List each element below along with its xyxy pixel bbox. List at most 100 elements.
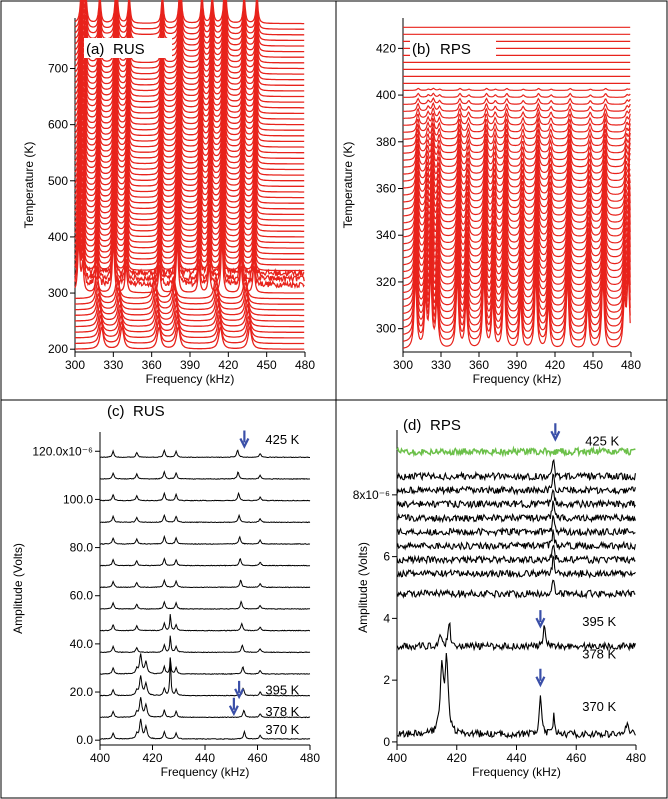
rus-trace — [74, 313, 305, 339]
rus-spectra — [99, 448, 311, 740]
rus-spectrum-trace — [99, 600, 311, 610]
rps-trace — [402, 241, 631, 307]
y-tick-label: 400 — [48, 230, 68, 244]
x-tick-label: 420 — [447, 751, 467, 765]
rps-trace — [402, 231, 631, 294]
rps-spectrum-trace — [396, 544, 636, 565]
panel-title: RUS — [133, 403, 165, 420]
x-tick-label: 450 — [583, 358, 603, 372]
rps-trace — [402, 196, 631, 245]
rus-trace — [75, 279, 305, 305]
rps-spectrum-trace — [396, 529, 636, 552]
rps-trace — [402, 162, 631, 196]
rps-trace — [402, 246, 631, 314]
rps-spectrum-trace — [396, 554, 636, 579]
rus-trace — [74, 51, 305, 109]
rus-trace — [74, 0, 305, 25]
arrow-icon — [535, 610, 546, 629]
x-tick-label: 300 — [65, 358, 85, 372]
panel-title: RUS — [113, 41, 145, 58]
x-tick-label: 390 — [180, 358, 200, 372]
arrow-icon — [550, 423, 561, 442]
rps-trace — [403, 137, 631, 161]
x-axis-label: Frequency (kHz) — [472, 765, 561, 779]
rps-spectrum-trace — [396, 515, 636, 538]
rus-spectrum-trace — [99, 470, 311, 480]
panel-label: (d) — [403, 417, 421, 434]
temperature-annotation: 395 K — [582, 614, 616, 629]
y-tick-label: 60.0 — [70, 589, 94, 603]
y-tick-label: 300 — [48, 286, 68, 300]
rps-trace — [403, 101, 631, 112]
panel-title: RPS — [430, 417, 461, 434]
x-tick-label: 400 — [387, 751, 407, 765]
rps-trace — [403, 125, 631, 147]
x-tick-label: 400 — [90, 751, 110, 765]
rps-trace — [402, 177, 631, 217]
rps-trace — [402, 227, 631, 287]
rus-spectrum-trace — [99, 614, 311, 632]
y-tick-label: 200 — [48, 342, 68, 356]
rps-trace — [402, 269, 631, 342]
panel-label: (c) — [107, 403, 125, 420]
rus-spectrum-trace — [99, 653, 311, 675]
rps-trace — [403, 142, 631, 168]
x-tick-label: 420 — [142, 751, 162, 765]
rps-trace — [402, 252, 631, 321]
x-tick-label: 480 — [295, 358, 315, 372]
rus-spectrum-trace — [99, 697, 311, 719]
rus-trace — [75, 301, 305, 328]
rps-trace — [402, 212, 631, 266]
y-tick-label: 0.0 — [76, 733, 93, 747]
rus-trace — [75, 307, 305, 333]
y-tick-label: 300 — [376, 322, 396, 336]
rus-spectrum-trace — [99, 534, 311, 545]
rps-trace — [402, 92, 631, 98]
rus-spectrum-trace — [99, 557, 311, 567]
rps-spectrum-trace — [396, 621, 636, 652]
rus-trace — [74, 58, 305, 115]
y-tick-label: 380 — [376, 135, 396, 149]
rus-spectrum-trace — [100, 448, 310, 459]
rus-spectrum-trace — [99, 658, 310, 697]
axes: 300 330 360 390 420 450 480 300 320 340 360 380 400 4… — [341, 18, 641, 386]
arrow-icon — [228, 697, 239, 717]
rus-trace — [75, 324, 305, 350]
y-tick-label: 400 — [376, 88, 396, 102]
y-tick-label: 6 — [383, 550, 390, 564]
x-tick-label: 480 — [626, 751, 646, 765]
rps-trace — [402, 208, 631, 259]
rus-trace — [74, 12, 305, 70]
rus-trace — [75, 274, 305, 300]
temperature-annotation: 378 K — [582, 647, 616, 662]
panel-d: 400 420 440 460 480 0 2 4 6 8x10⁻⁶ Frequency (kHz)… — [353, 417, 647, 779]
rps-trace — [403, 173, 631, 210]
rus-trace — [75, 296, 305, 322]
y-tick-label: 40.0 — [70, 637, 94, 651]
x-tick-label: 300 — [393, 358, 413, 372]
rps-trace — [402, 182, 631, 224]
label-bg — [410, 38, 496, 58]
temperature-annotation: 425 K — [585, 433, 619, 448]
rps-spectrum-trace — [396, 473, 636, 496]
rps-traces — [402, 26, 631, 349]
panel-a: 300 330 360 390 420 450 480 200 300 400 500 600 700 F… — [22, 0, 315, 386]
rps-spectrum-trace — [396, 500, 636, 524]
rps-trace — [403, 87, 631, 92]
y-tick-label: 80.0 — [70, 541, 94, 555]
rps-trace — [402, 191, 631, 238]
rus-trace — [74, 18, 305, 75]
x-tick-label: 330 — [431, 358, 451, 372]
rps-trace — [402, 223, 631, 280]
temperature-annotation: 378 K — [265, 704, 299, 719]
rps-spectrum-trace — [396, 458, 636, 482]
y-tick-label: 20.0 — [70, 685, 94, 699]
rps-trace — [403, 116, 631, 133]
x-tick-label: 460 — [247, 751, 267, 765]
rps-spectra — [396, 445, 636, 740]
rus-trace — [74, 0, 305, 42]
rps-trace — [402, 273, 631, 349]
rus-trace — [74, 45, 305, 103]
rps-trace — [402, 264, 631, 335]
